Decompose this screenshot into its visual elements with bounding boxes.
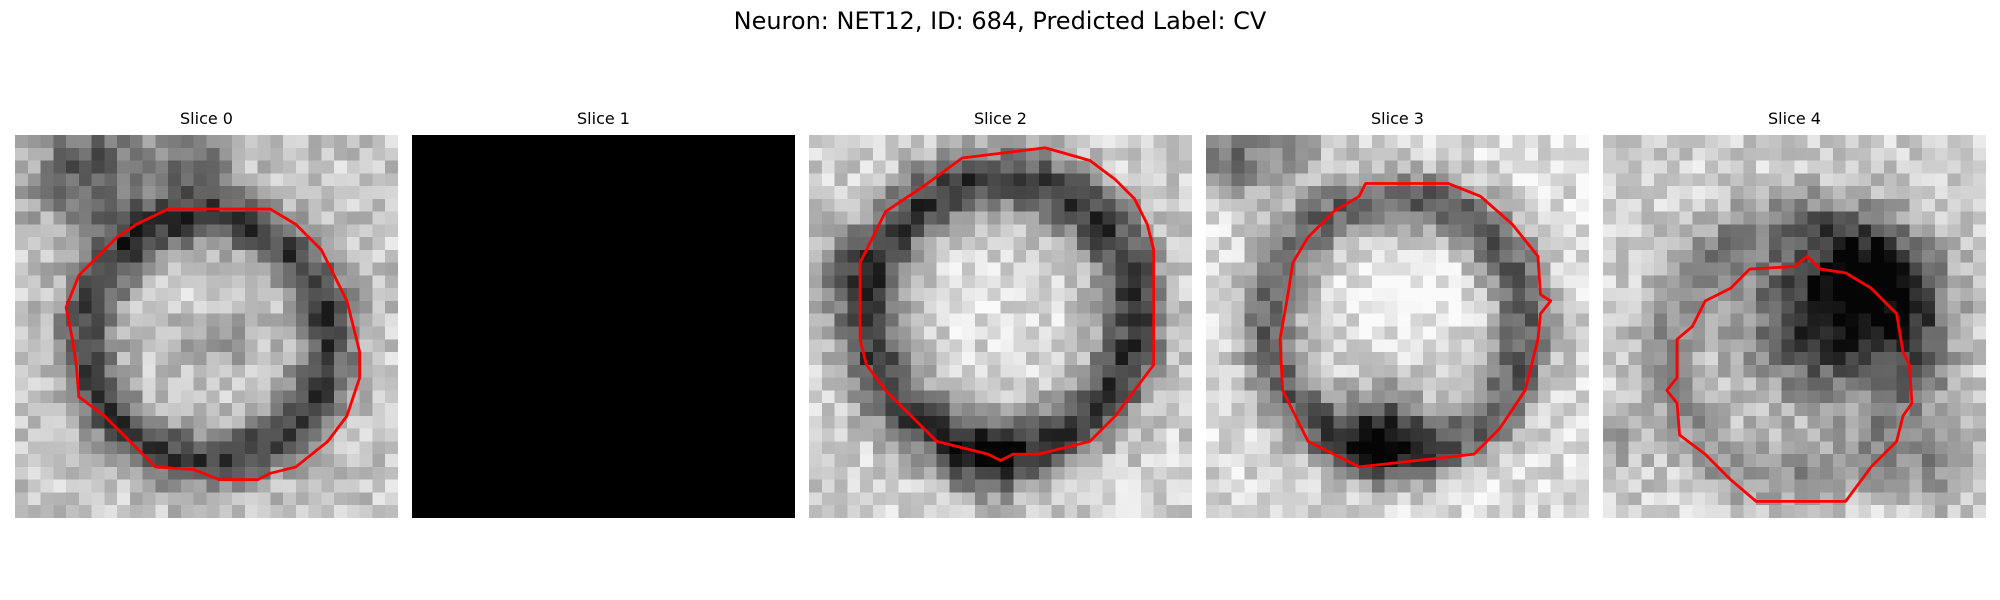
slice-title-2: Slice 2 <box>974 109 1027 128</box>
em-pixel-grid <box>15 135 398 518</box>
blank-slice-fill <box>412 135 795 518</box>
slice-title-3: Slice 3 <box>1371 109 1424 128</box>
slice-image-0 <box>15 135 398 518</box>
slice-image-4 <box>1603 135 1986 518</box>
segmentation-contour <box>858 146 1156 462</box>
em-pixel-grid <box>1206 135 1589 518</box>
slice-title-1: Slice 1 <box>577 109 630 128</box>
slice-image-3 <box>1206 135 1589 518</box>
slice-title-0: Slice 0 <box>180 109 233 128</box>
segmentation-contour <box>64 207 362 482</box>
em-pixel-grid <box>809 135 1192 518</box>
em-pixel-grid <box>1603 135 1986 518</box>
slice-image-2 <box>809 135 1192 518</box>
segmentation-contour <box>1665 254 1914 503</box>
slice-title-4: Slice 4 <box>1768 109 1821 128</box>
figure-title: Neuron: NET12, ID: 684, Predicted Label:… <box>733 7 1267 35</box>
slice-image-1 <box>412 135 795 518</box>
segmentation-contour <box>1278 182 1553 469</box>
